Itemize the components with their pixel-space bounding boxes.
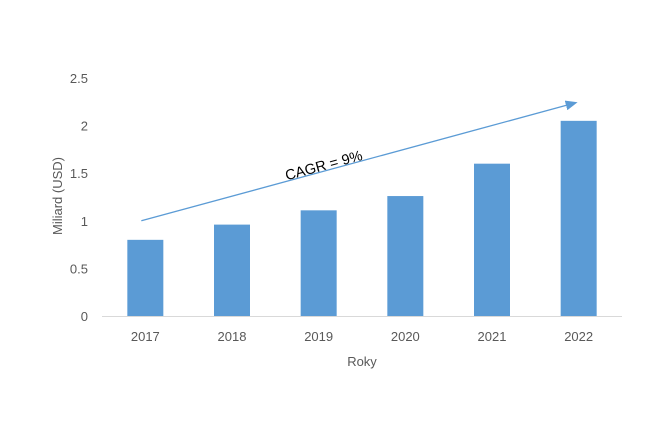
bar-2019 [300, 210, 337, 316]
y-tick-label: 1.5 [70, 166, 88, 181]
y-tick-label: 0.5 [70, 261, 88, 276]
x-tick-label: 2019 [304, 329, 333, 344]
x-axis-ticks: 2017 2018 2019 2020 2021 2022 [131, 329, 593, 344]
y-axis-ticks: 0 0.5 1 1.5 2 2.5 [70, 71, 88, 324]
cagr-arrow [141, 100, 578, 222]
bars [127, 120, 597, 316]
x-tick-label: 2020 [391, 329, 420, 344]
y-tick-label: 2.5 [70, 71, 88, 86]
x-tick-label: 2018 [218, 329, 247, 344]
x-tick-label: 2017 [131, 329, 160, 344]
bar-2017 [127, 239, 164, 316]
x-axis-title: Roky [347, 354, 377, 369]
x-tick-label: 2022 [564, 329, 593, 344]
x-tick-label: 2021 [478, 329, 507, 344]
bar-2018 [214, 224, 250, 316]
y-axis-title: Miliard (USD) [50, 157, 65, 235]
bar-2022 [560, 120, 597, 316]
cagr-annotation: CAGR = 9% [284, 148, 365, 184]
y-tick-label: 2 [81, 119, 88, 134]
y-tick-label: 0 [81, 309, 88, 324]
bar-2021 [474, 163, 510, 316]
y-tick-label: 1 [81, 214, 88, 229]
bar-2020 [387, 196, 424, 316]
